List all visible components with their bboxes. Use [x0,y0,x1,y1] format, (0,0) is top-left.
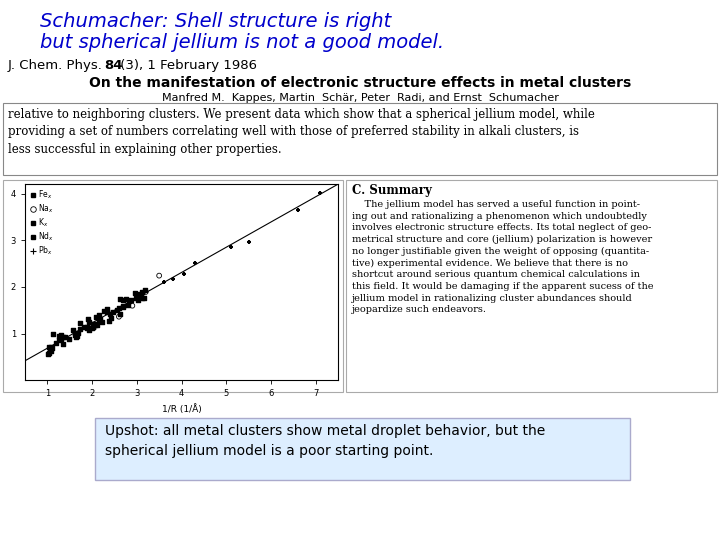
Legend: Fe$_x$, Na$_x$, K$_x$, Nd$_x$, Pb$_x$: Fe$_x$, Na$_x$, K$_x$, Nd$_x$, Pb$_x$ [29,188,55,258]
Point [55,331,66,340]
Point [47,329,58,338]
Point [81,324,93,333]
Point [140,286,151,294]
Point [140,288,151,296]
Text: C. Summary: C. Summary [352,184,432,197]
Point [114,295,126,303]
Point [86,323,98,332]
Point [46,343,58,352]
Point [167,274,179,283]
Point [98,307,109,315]
Point [90,313,102,321]
Point [74,325,86,333]
Point [108,307,120,316]
Point [43,342,55,351]
Point [130,288,141,297]
Text: Schumacher: Shell structure is right: Schumacher: Shell structure is right [40,12,391,31]
Point [59,333,71,342]
Point [123,296,135,305]
Point [292,206,303,215]
Text: 84: 84 [104,59,122,72]
Point [83,318,94,326]
Point [125,296,137,305]
Point [103,317,114,326]
Point [81,323,93,332]
Point [114,303,125,312]
Point [84,326,95,334]
Point [45,346,57,355]
Point [135,289,146,298]
Point [138,293,149,302]
Point [127,301,138,310]
Point [71,331,83,340]
Point [243,238,254,246]
Text: J. Chem. Phys.: J. Chem. Phys. [8,59,107,72]
Point [87,323,99,332]
Point [314,189,325,198]
Point [117,303,129,312]
Point [117,301,129,310]
Point [189,259,201,268]
Point [89,321,101,329]
Point [53,336,64,345]
Point [94,314,106,323]
Text: Manfred M.  Kappes, Martin  Schär, Peter  Radi, and Ernst  Schumacher: Manfred M. Kappes, Martin Schär, Peter R… [161,93,559,103]
X-axis label: 1/R (1/Å): 1/R (1/Å) [161,404,202,414]
Point [104,309,116,318]
Point [105,313,117,322]
Point [88,320,99,328]
FancyBboxPatch shape [346,180,717,392]
Point [42,349,53,358]
Point [83,315,94,323]
Point [153,271,165,280]
Text: relative to neighboring clusters. We present data which show that a spherical je: relative to neighboring clusters. We pre… [8,108,595,156]
Text: (3), 1 February 1986: (3), 1 February 1986 [116,59,257,72]
Point [111,306,122,314]
Point [158,278,169,287]
Point [53,331,65,340]
FancyBboxPatch shape [3,180,343,392]
Point [102,305,113,313]
Text: On the manifestation of electronic structure effects in metal clusters: On the manifestation of electronic struc… [89,76,631,90]
Point [93,317,104,326]
Point [136,287,148,296]
Point [91,321,103,329]
Point [45,345,56,353]
Point [69,331,81,340]
Point [132,295,143,304]
Text: Upshot: all metal clusters show metal droplet behavior, but the
spherical jelliu: Upshot: all metal clusters show metal dr… [105,424,545,458]
Point [58,333,69,342]
Point [93,311,104,320]
Point [117,296,128,305]
Point [130,294,142,302]
Point [102,308,113,316]
Point [57,340,68,348]
Point [72,328,84,337]
Point [113,312,125,321]
Point [45,342,56,351]
Point [87,320,99,329]
Point [55,335,67,343]
Point [68,326,79,334]
Point [70,328,81,337]
Point [44,349,55,357]
Point [135,291,147,299]
Point [122,301,133,309]
Point [96,318,107,326]
Point [75,319,86,327]
Point [70,333,81,341]
Text: but spherical jellium is not a good model.: but spherical jellium is not a good mode… [40,33,444,52]
Text: The jellium model has served a useful function in point-
ing out and rationalizi: The jellium model has served a useful fu… [352,200,654,314]
Point [87,323,99,332]
Point [78,322,90,331]
FancyBboxPatch shape [95,418,630,480]
Point [225,242,236,251]
Point [136,294,148,303]
Point [121,295,132,303]
Point [178,270,189,279]
Point [63,334,75,343]
Point [114,309,125,318]
FancyBboxPatch shape [3,103,717,175]
Point [50,339,61,348]
